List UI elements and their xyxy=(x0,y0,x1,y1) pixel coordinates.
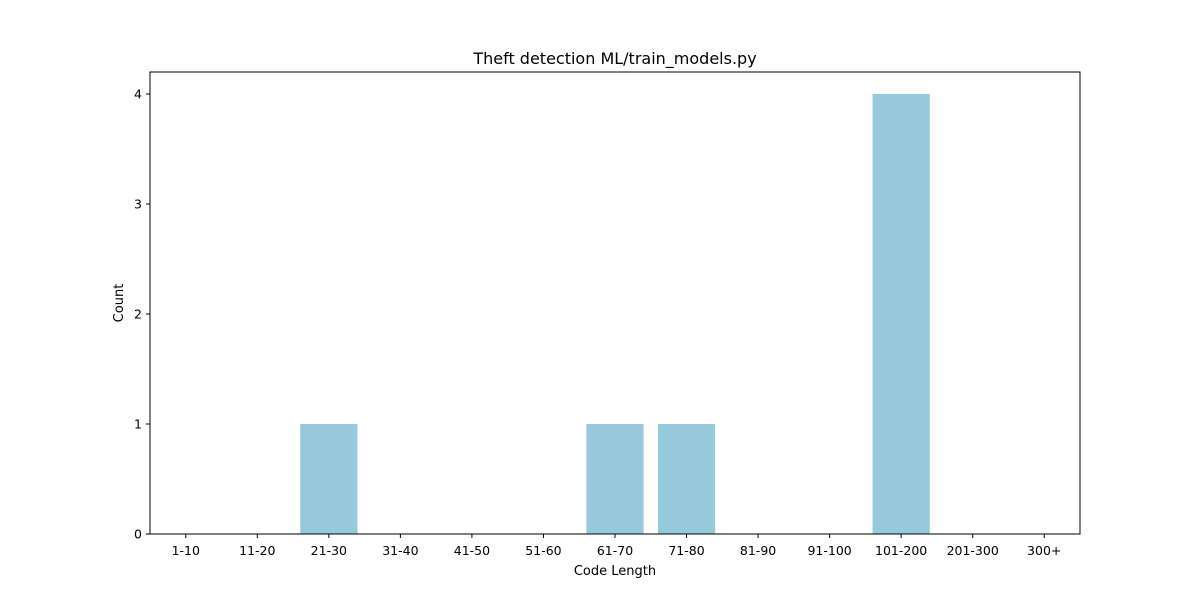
x-tick-label: 101-200 xyxy=(875,543,927,558)
y-tick-label: 4 xyxy=(134,87,142,102)
x-tick-label: 71-80 xyxy=(668,543,704,558)
x-tick-label: 41-50 xyxy=(454,543,490,558)
y-tick-label: 2 xyxy=(134,307,142,322)
x-tick-label: 91-100 xyxy=(807,543,851,558)
x-tick-label: 51-60 xyxy=(525,543,561,558)
bar-21-30 xyxy=(300,424,358,534)
y-axis-ticks: 0 1 2 3 4 xyxy=(134,87,150,542)
x-tick-label: 81-90 xyxy=(740,543,776,558)
x-axis-ticks: 1-10 11-20 21-30 31-40 41-50 51-60 61-70 71-80 8… xyxy=(172,534,1061,558)
x-tick-label: 61-70 xyxy=(597,543,633,558)
x-axis-label: Code Length xyxy=(574,564,656,579)
y-tick-label: 3 xyxy=(134,197,142,212)
y-tick-label: 0 xyxy=(134,527,142,542)
y-tick-label: 1 xyxy=(134,417,142,432)
bar-61-70 xyxy=(586,424,644,534)
x-tick-label: 300+ xyxy=(1027,543,1061,558)
x-tick-label: 201-300 xyxy=(947,543,999,558)
bar-71-80 xyxy=(657,424,716,534)
bars xyxy=(300,94,930,534)
x-tick-label: 31-40 xyxy=(382,543,418,558)
bar-101-200 xyxy=(872,94,930,534)
x-tick-label: 11-20 xyxy=(239,543,275,558)
chart-title: Theft detection ML/train_models.py xyxy=(472,49,756,69)
x-tick-label: 1-10 xyxy=(172,543,200,558)
x-tick-label: 21-30 xyxy=(311,543,347,558)
y-axis-label: Count xyxy=(112,284,127,323)
